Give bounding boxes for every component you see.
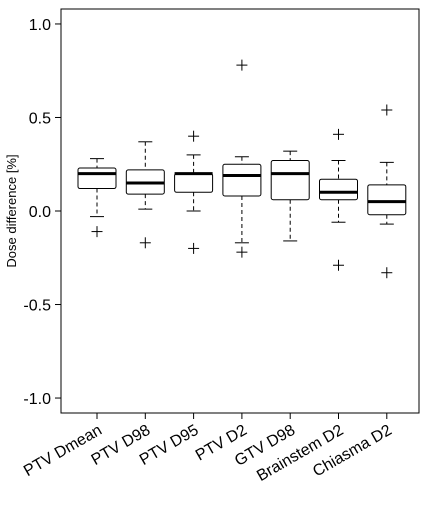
box-1 — [77, 158, 117, 238]
outlier-marker — [236, 246, 248, 258]
outlier-marker — [236, 59, 248, 71]
iqr-box — [367, 184, 407, 216]
outlier-marker — [333, 128, 344, 140]
boxes-layer — [77, 59, 407, 279]
outlier-marker — [188, 242, 200, 254]
y-axis-label: Dose difference [%] — [4, 154, 19, 267]
iqr-box — [319, 178, 358, 201]
box-6 — [319, 128, 358, 271]
outlier-marker — [188, 130, 200, 142]
outlier-marker — [381, 104, 393, 116]
outlier-marker — [91, 226, 103, 238]
y-tick-label: 0.0 — [29, 204, 51, 221]
outlier-marker — [381, 267, 393, 279]
y-tick-label: 1.0 — [29, 17, 51, 34]
box-2 — [125, 141, 165, 249]
box-5 — [270, 150, 310, 242]
y-tick-label: -1.0 — [23, 391, 51, 408]
iqr-box — [270, 160, 310, 201]
iqr-box — [77, 167, 117, 190]
iqr-box — [174, 173, 214, 193]
box-4 — [222, 59, 262, 258]
outlier-marker — [333, 259, 344, 271]
box-3 — [174, 130, 214, 254]
box-7 — [367, 104, 407, 279]
outlier-marker — [139, 237, 151, 249]
iqr-box — [222, 163, 262, 197]
plot-frame — [60, 8, 420, 414]
y-axis: 1.0 0.5 0.0 -0.5 -1.0 — [23, 17, 61, 408]
y-tick-label: -0.5 — [23, 298, 51, 315]
y-tick-label: 0.5 — [29, 110, 51, 127]
